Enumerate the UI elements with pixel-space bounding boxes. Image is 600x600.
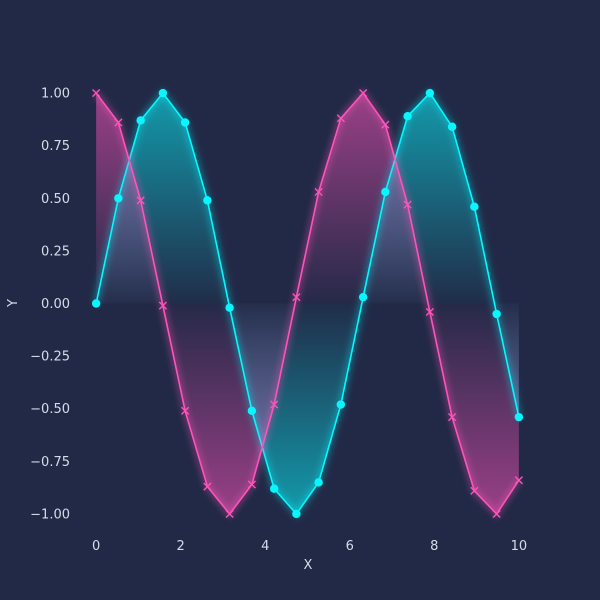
series-1-point — [336, 400, 346, 409]
x-axis-ticks: 0 2 4 6 8 10 — [92, 539, 527, 554]
y-tick-label: −1.00 — [30, 507, 70, 522]
series-1-point — [447, 122, 457, 131]
y-tick-label: −0.75 — [30, 455, 70, 470]
y-tick-label: 0.00 — [41, 297, 70, 312]
series-1-point — [203, 196, 212, 205]
y-tick-label: 0.75 — [41, 139, 70, 154]
series-1-point — [470, 202, 479, 211]
series-1-point — [225, 303, 234, 312]
y-tick-label: −0.25 — [30, 350, 70, 365]
series-1-point — [114, 194, 123, 203]
series-2-point — [203, 482, 212, 491]
x-tick-label: 2 — [177, 539, 185, 554]
y-tick-label: 1.00 — [41, 87, 70, 102]
area-fills — [96, 93, 519, 514]
series-1-point — [492, 309, 501, 319]
series-1-point — [247, 406, 257, 416]
series-2-point — [448, 413, 457, 422]
series-1-point — [314, 478, 323, 487]
series-2-point — [270, 400, 279, 409]
x-tick-label: 10 — [511, 539, 528, 554]
series-2-point — [470, 486, 479, 495]
series-1-point — [381, 187, 390, 197]
y-tick-label: 0.50 — [41, 192, 70, 207]
x-tick-label: 0 — [92, 539, 100, 554]
series-2-point — [359, 88, 368, 98]
y-axis-label: Y — [6, 299, 21, 308]
series-1-line — [95, 91, 520, 516]
series-2-point — [403, 200, 412, 209]
series-2-point — [225, 509, 234, 519]
x-tick-label: 8 — [430, 539, 438, 554]
series-2-point — [136, 196, 145, 205]
y-axis-ticks: 1.00 0.75 0.50 0.25 0.00 −0.25 −0.50 −0.75 −1.00 — [30, 87, 70, 523]
series-2-point — [292, 293, 301, 302]
series-2-point — [314, 187, 323, 197]
series-2-point — [336, 114, 345, 123]
series-1-point — [514, 412, 524, 422]
series-2-point — [247, 480, 256, 489]
series-2-point — [158, 301, 167, 310]
series-1-point — [358, 292, 368, 302]
series-1-point — [180, 118, 190, 127]
series-lines — [91, 88, 524, 519]
x-tick-label: 4 — [261, 539, 269, 554]
series-2-point — [425, 307, 434, 317]
series-2-point — [114, 118, 123, 127]
x-tick-label: 6 — [346, 539, 354, 554]
series-2-line — [95, 91, 520, 516]
y-tick-label: 0.25 — [41, 244, 70, 259]
series-1-point — [425, 88, 435, 98]
series-2-point — [514, 476, 523, 485]
series-1-point — [292, 509, 301, 519]
series-1-point — [269, 484, 279, 493]
series-2-point — [181, 406, 190, 415]
series-1-point — [136, 116, 145, 125]
series-2-point — [381, 120, 390, 129]
x-axis-label: X — [304, 558, 313, 573]
series-2-point — [92, 88, 101, 98]
series-1-point — [403, 111, 412, 121]
series-2-area — [96, 93, 519, 514]
series-2-point — [492, 509, 501, 519]
y-tick-label: −0.50 — [30, 402, 70, 417]
series-1-point — [91, 299, 101, 308]
series-1-point — [158, 88, 168, 98]
